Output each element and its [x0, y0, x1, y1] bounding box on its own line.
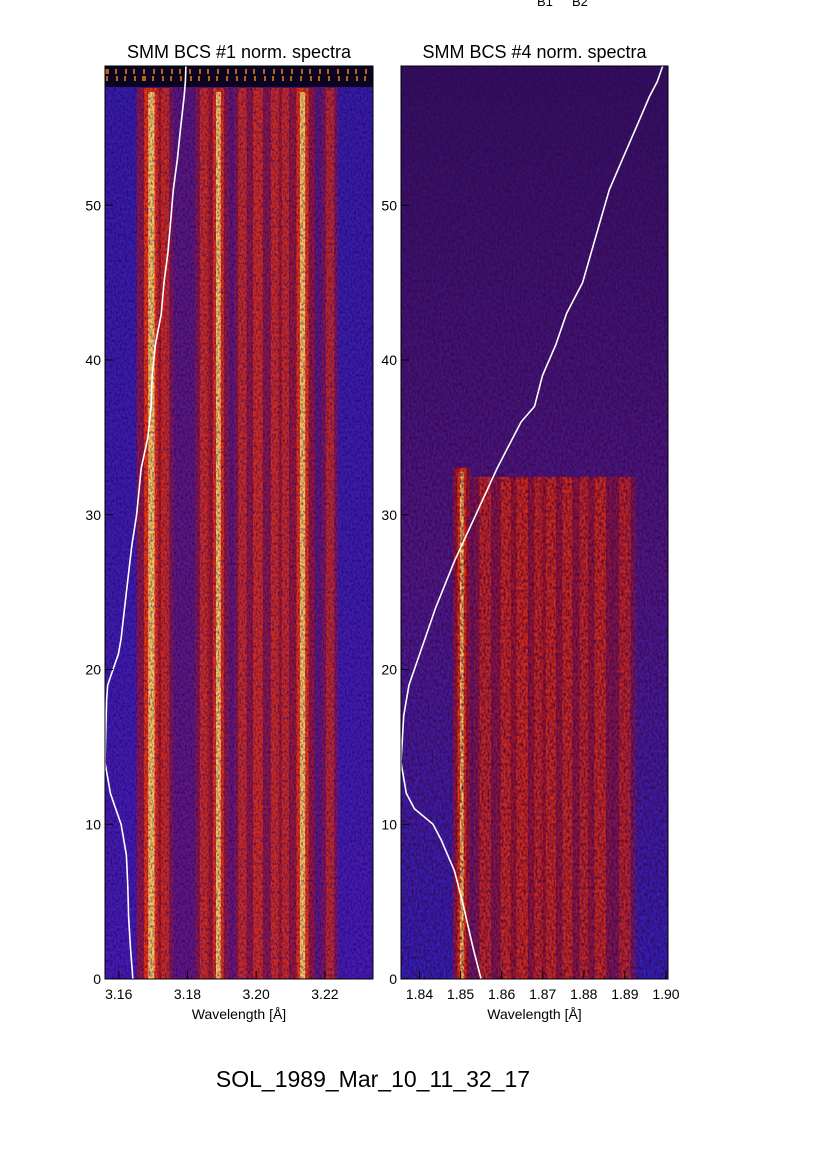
- saturation-speck: [346, 76, 348, 81]
- saturation-speck: [217, 69, 219, 74]
- y-tick-label: 0: [93, 971, 101, 987]
- x-tick-label: 3.18: [174, 986, 201, 1002]
- saturation-speck: [198, 76, 200, 81]
- x-tick-label: 1.89: [611, 986, 638, 1002]
- saturation-speck: [245, 69, 247, 74]
- saturation-speck: [272, 76, 274, 81]
- saturation-speck: [115, 69, 117, 74]
- saturation-speck: [124, 76, 126, 81]
- saturation-speck: [143, 69, 145, 74]
- saturation-speck: [105, 69, 107, 74]
- y-tick-label: 30: [381, 507, 397, 523]
- y-tick-label: 10: [381, 816, 397, 832]
- plot-title: SMM BCS #1 norm. spectra: [127, 42, 352, 62]
- x-axis-label: Wavelength [Å]: [192, 1006, 286, 1022]
- x-tick-label: 3.16: [105, 986, 132, 1002]
- y-tick-label: 40: [381, 352, 397, 368]
- x-tick-label: 3.22: [311, 986, 338, 1002]
- y-tick-label: 20: [381, 662, 397, 678]
- x-tick-label: 1.85: [447, 986, 474, 1002]
- saturation-speck: [152, 76, 154, 81]
- saturation-speck: [216, 76, 218, 81]
- saturation-speck: [153, 69, 155, 74]
- y-tick-label: 50: [381, 197, 397, 213]
- y-tick-label: 30: [85, 507, 101, 523]
- saturation-speck: [207, 69, 209, 74]
- saturation-speck: [300, 76, 302, 81]
- saturation-speck: [301, 69, 303, 74]
- saturation-speck: [134, 76, 136, 81]
- plot-frame: [400, 65, 669, 980]
- noise-texture: [105, 66, 373, 979]
- saturation-speck: [189, 69, 191, 74]
- saturation-speck: [310, 76, 312, 81]
- y-tick-label: 50: [85, 197, 101, 213]
- saturation-speck: [106, 76, 108, 81]
- y-tick-label: 20: [85, 662, 101, 678]
- saturation-speck: [355, 69, 357, 74]
- saturation-speck: [236, 76, 238, 81]
- saturation-speck: [254, 76, 256, 81]
- saturation-speck: [199, 69, 201, 74]
- saturation-speck: [161, 69, 163, 74]
- saturation-speck: [318, 76, 320, 81]
- saturation-speck: [208, 76, 210, 81]
- saturation-speck: [133, 69, 135, 74]
- saturation-speck: [264, 76, 266, 81]
- saturation-speck: [190, 76, 192, 81]
- saturation-speck: [319, 69, 321, 74]
- saturation-speck: [162, 76, 164, 81]
- overlay-light-curve: [104, 65, 187, 980]
- saturation-speck: [263, 69, 265, 74]
- saturation-speck: [144, 76, 146, 81]
- saturation-speck: [244, 76, 246, 81]
- saturation-speck: [282, 76, 284, 81]
- x-tick-label: 1.87: [529, 986, 556, 1002]
- saturation-speck: [281, 69, 283, 74]
- saturation-speck: [337, 69, 339, 74]
- y-tick-label: 40: [85, 352, 101, 368]
- saturation-speck: [365, 69, 367, 74]
- saturation-speck: [179, 69, 181, 74]
- saturation-speck: [347, 69, 349, 74]
- saturation-speck: [273, 69, 275, 74]
- saturation-speck: [253, 69, 255, 74]
- saturation-speck: [116, 76, 118, 81]
- saturation-speck: [171, 69, 173, 74]
- saturation-speck: [235, 69, 237, 74]
- saturation-speck: [328, 76, 330, 81]
- header-label-b1: B1: [537, 0, 553, 9]
- saturation-speck: [290, 76, 292, 81]
- x-tick-label: 3.20: [243, 986, 270, 1002]
- saturation-speck: [180, 76, 182, 81]
- plot-title: SMM BCS #4 norm. spectra: [422, 42, 647, 62]
- y-tick-label: 0: [389, 971, 397, 987]
- saturation-speck: [125, 69, 127, 74]
- bcs1-spectra-panel: SMM BCS #1 norm. spectra 3.16 3.18 3.20 3.22…: [85, 42, 374, 1022]
- y-tick-label: 10: [85, 816, 101, 832]
- saturation-speck: [356, 76, 358, 81]
- saturation-speck: [170, 76, 172, 81]
- plot-frame: [104, 65, 374, 980]
- saturation-speck: [364, 76, 366, 81]
- saturation-speck: [338, 76, 340, 81]
- saturation-speck: [291, 69, 293, 74]
- bcs4-spectra-panel: SMM BCS #4 norm. spectra 1.84 1.85 1.86 1.87…: [381, 42, 679, 1022]
- saturation-speck: [142, 76, 144, 81]
- saturation-speck: [309, 69, 311, 74]
- saturation-speck: [226, 76, 228, 81]
- x-tick-label: 1.86: [488, 986, 515, 1002]
- x-axis-label: Wavelength [Å]: [487, 1006, 581, 1022]
- event-id-footer: SOL_1989_Mar_10_11_32_17: [215, 1066, 531, 1092]
- x-tick-label: 1.84: [406, 986, 433, 1002]
- saturation-speck: [327, 69, 329, 74]
- header-label-b2: B2: [572, 0, 588, 9]
- x-tick-label: 1.90: [652, 986, 679, 1002]
- saturation-speck: [227, 69, 229, 74]
- overlay-light-curve: [400, 65, 664, 980]
- x-tick-label: 1.88: [570, 986, 597, 1002]
- saturation-speck: [107, 69, 109, 74]
- noise-texture: [401, 66, 668, 979]
